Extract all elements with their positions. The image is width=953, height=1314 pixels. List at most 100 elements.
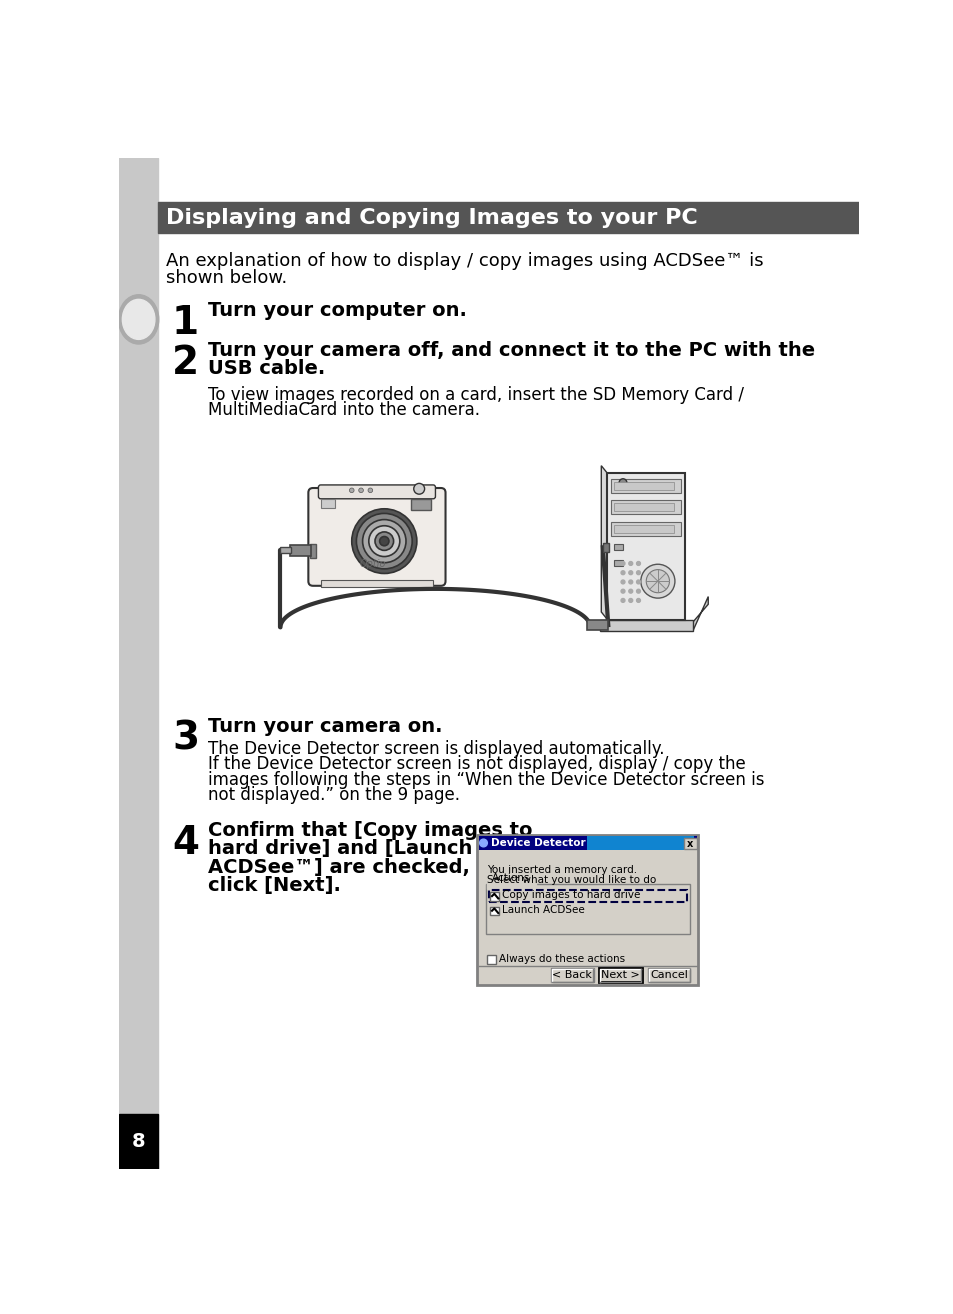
Bar — [613, 482, 674, 490]
Bar — [119, 1114, 158, 1169]
Text: You inserted a memory card.: You inserted a memory card. — [486, 865, 636, 875]
Text: Actions: Actions — [492, 872, 530, 883]
Circle shape — [414, 484, 424, 494]
Bar — [310, 544, 315, 558]
Circle shape — [636, 598, 639, 602]
Bar — [411, 499, 431, 510]
Circle shape — [375, 532, 394, 551]
Text: Turn your camera on.: Turn your camera on. — [208, 716, 442, 736]
Ellipse shape — [122, 300, 154, 339]
Text: x: x — [686, 838, 693, 849]
FancyBboxPatch shape — [318, 485, 435, 499]
Circle shape — [628, 598, 632, 602]
Circle shape — [358, 487, 363, 493]
FancyBboxPatch shape — [308, 487, 445, 586]
Text: Launch ACDSee: Launch ACDSee — [501, 905, 584, 915]
Bar — [599, 620, 692, 631]
Text: The Device Detector screen is displayed automatically.: The Device Detector screen is displayed … — [208, 740, 664, 758]
Circle shape — [349, 487, 354, 493]
Text: ACDSee™] are checked, and: ACDSee™] are checked, and — [208, 858, 517, 876]
Text: Confirm that [Copy images to: Confirm that [Copy images to — [208, 821, 533, 840]
Circle shape — [628, 589, 632, 593]
Bar — [611, 478, 680, 493]
Bar — [485, 884, 689, 934]
Text: not displayed.” on the 9 page.: not displayed.” on the 9 page. — [208, 786, 460, 804]
Text: 4: 4 — [172, 824, 199, 862]
Text: An explanation of how to display / copy images using ACDSee™ is: An explanation of how to display / copy … — [166, 251, 762, 269]
Text: If the Device Detector screen is not displayed, display / copy the: If the Device Detector screen is not dis… — [208, 756, 745, 773]
Circle shape — [628, 579, 632, 583]
Text: Device Detector: Device Detector — [491, 838, 585, 848]
Bar — [607, 473, 684, 620]
Text: MultiMediaCard into the camera.: MultiMediaCard into the camera. — [208, 401, 480, 419]
Circle shape — [620, 589, 624, 593]
Bar — [611, 501, 680, 514]
Circle shape — [368, 487, 373, 493]
Bar — [490, 907, 498, 916]
Circle shape — [636, 561, 639, 565]
Circle shape — [636, 589, 639, 593]
Circle shape — [356, 514, 412, 569]
Circle shape — [620, 561, 624, 565]
Text: Turn your computer on.: Turn your computer on. — [208, 301, 467, 319]
Circle shape — [628, 561, 632, 565]
Bar — [683, 837, 696, 849]
Bar — [598, 968, 641, 983]
Text: < Back: < Back — [552, 971, 592, 980]
Circle shape — [645, 570, 669, 593]
Bar — [611, 522, 680, 536]
Bar — [487, 955, 496, 964]
Bar — [290, 545, 311, 556]
Circle shape — [620, 570, 624, 574]
Text: images following the steps in “When the Device Detector screen is: images following the steps in “When the … — [208, 770, 764, 788]
Circle shape — [636, 579, 639, 583]
Text: Optio: Optio — [359, 560, 386, 569]
Circle shape — [379, 536, 389, 545]
Bar — [613, 560, 622, 566]
Bar — [478, 836, 696, 850]
Ellipse shape — [118, 294, 158, 344]
Bar — [490, 892, 498, 900]
Circle shape — [479, 840, 487, 846]
Text: Copy images to hard drive: Copy images to hard drive — [501, 891, 639, 900]
Bar — [613, 526, 674, 532]
Text: To view images recorded on a card, insert the SD Memory Card /: To view images recorded on a card, inser… — [208, 385, 743, 403]
Circle shape — [618, 478, 626, 486]
Text: Select what you would like to do: Select what you would like to do — [486, 875, 655, 886]
Circle shape — [640, 564, 674, 598]
Circle shape — [352, 509, 416, 573]
Bar — [647, 968, 690, 983]
Text: 8: 8 — [132, 1133, 145, 1151]
Text: 3: 3 — [172, 720, 199, 758]
Bar — [488, 890, 686, 903]
Text: Displaying and Copying Images to your PC: Displaying and Copying Images to your PC — [166, 208, 697, 227]
Text: Always do these actions: Always do these actions — [498, 954, 624, 964]
Circle shape — [628, 570, 632, 574]
Circle shape — [369, 526, 399, 557]
Bar — [613, 544, 622, 551]
Bar — [158, 202, 858, 233]
Text: USB cable.: USB cable. — [208, 360, 325, 378]
Polygon shape — [600, 465, 607, 620]
Circle shape — [620, 598, 624, 602]
Text: 1: 1 — [172, 304, 199, 342]
Bar — [119, 158, 158, 1169]
Bar — [476, 836, 698, 986]
Bar — [602, 543, 608, 552]
Bar — [550, 968, 593, 983]
Bar — [613, 503, 674, 511]
Bar — [280, 548, 291, 553]
Bar — [587, 836, 694, 850]
Circle shape — [636, 570, 639, 574]
Polygon shape — [684, 597, 707, 631]
Circle shape — [362, 519, 406, 562]
Text: Next >: Next > — [600, 971, 639, 980]
Bar — [320, 579, 433, 587]
Text: Cancel: Cancel — [650, 971, 687, 980]
Bar — [586, 620, 608, 631]
Text: shown below.: shown below. — [166, 268, 287, 286]
Circle shape — [620, 579, 624, 583]
Text: Turn your camera off, and connect it to the PC with the: Turn your camera off, and connect it to … — [208, 340, 815, 360]
Text: hard drive] and [Launch: hard drive] and [Launch — [208, 840, 473, 858]
Text: click [Next].: click [Next]. — [208, 876, 341, 895]
